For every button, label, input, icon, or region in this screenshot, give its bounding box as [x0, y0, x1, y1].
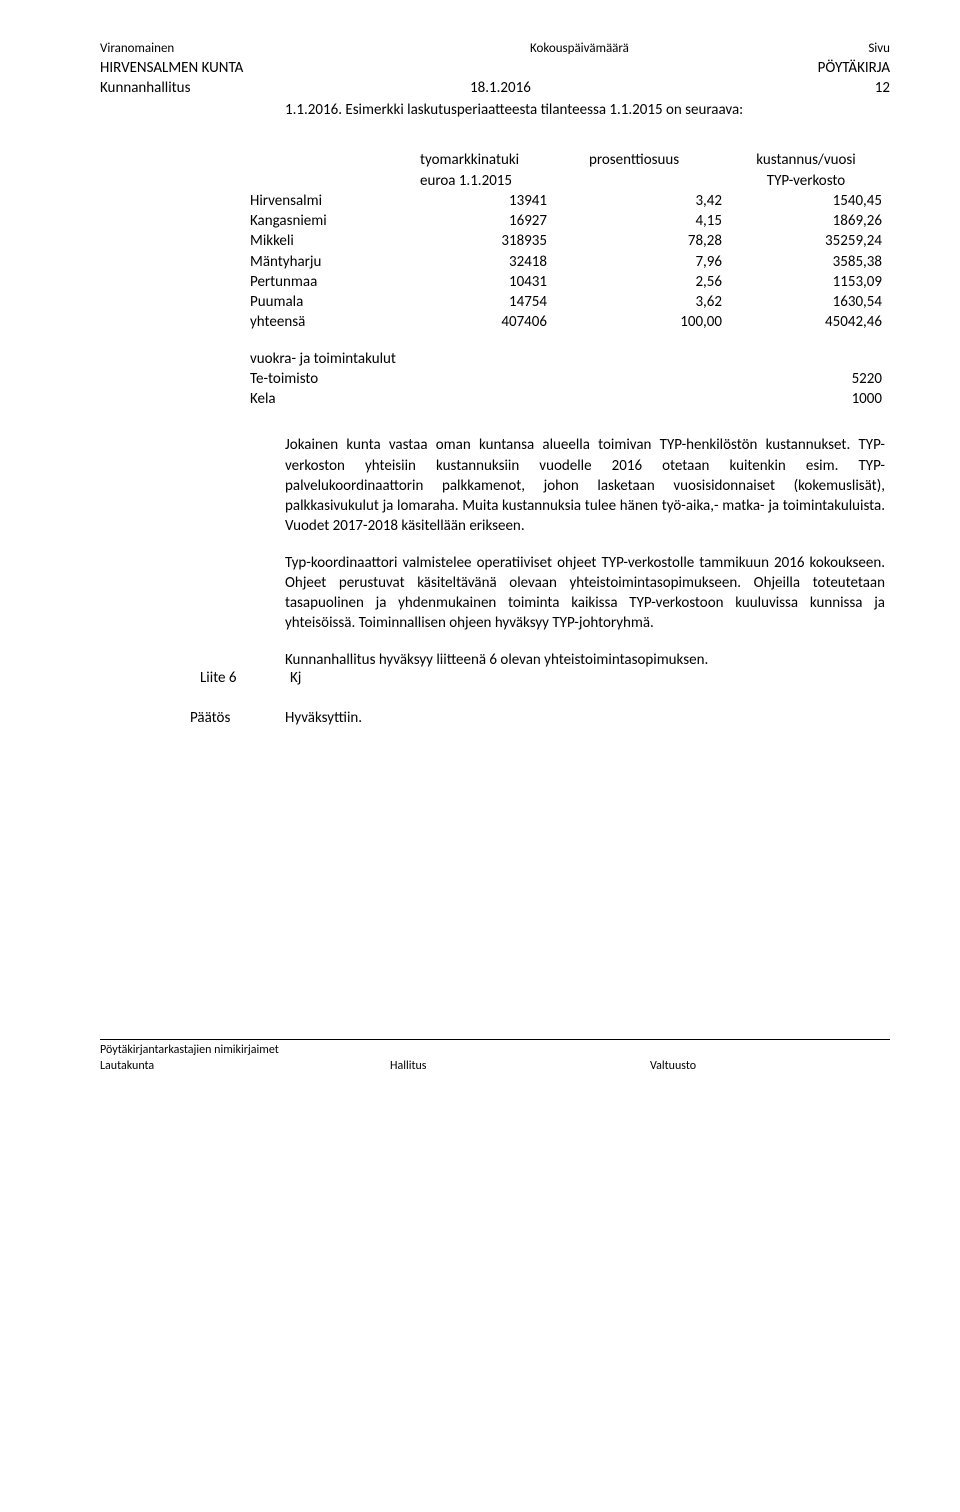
row-label: Hirvensalmi [250, 191, 400, 211]
doc-type: PÖYTÄKIRJA [818, 58, 890, 78]
row-label: yhteensä [250, 312, 400, 332]
table2-label: Kela [250, 389, 730, 409]
row-label: Pertunmaa [250, 272, 400, 292]
table-row: Kangasniemi 16927 4,15 1869,26 [250, 211, 890, 231]
col-header-tyomarkkinatuki: tyomarkkinatuki [400, 150, 565, 170]
footer-c: Valtuusto [650, 1058, 890, 1074]
row-val3: 35259,24 [730, 231, 890, 251]
row-val2: 100,00 [565, 312, 730, 332]
body-paragraph-1: Jokainen kunta vastaa oman kuntansa alue… [285, 435, 885, 536]
row-label: Kangasniemi [250, 211, 400, 231]
table-row: Pertunmaa 10431 2,56 1153,09 [250, 272, 890, 292]
row-val1: 13941 [400, 191, 565, 211]
row-val1: 16927 [400, 211, 565, 231]
table2-row: Te-toimisto 5220 [250, 369, 890, 389]
row-val2: 2,56 [565, 272, 730, 292]
row-val3: 1630,54 [730, 292, 890, 312]
authority-label: Viranomainen [100, 40, 390, 58]
header-title-row: HIRVENSALMEN KUNTA PÖYTÄKIRJA [100, 58, 890, 78]
row-val2: 3,42 [565, 191, 730, 211]
meeting-date-label: Kokouspäivämäärä [390, 40, 820, 58]
intro-paragraph: 1.1.2016. Esimerkki laskutusperiaatteest… [285, 100, 890, 120]
cost-table: tyomarkkinatuki prosenttiosuus kustannus… [250, 150, 890, 332]
footer-line1: Pöytäkirjantarkastajien nimikirjaimet [100, 1042, 890, 1058]
row-val3: 1540,45 [730, 191, 890, 211]
meeting-date: 18.1.2016 [470, 78, 670, 98]
row-val1: 32418 [400, 252, 565, 272]
row-val3: 1153,09 [730, 272, 890, 292]
row-label: Mikkeli [250, 231, 400, 251]
row-val2: 78,28 [565, 231, 730, 251]
row-label: Puumala [250, 292, 400, 312]
table-header-row-1: tyomarkkinatuki prosenttiosuus kustannus… [250, 150, 890, 170]
table2-row: Kela 1000 [250, 389, 890, 409]
table-row-total: yhteensä 407406 100,00 45042,46 [250, 312, 890, 332]
table2-label: Te-toimisto [250, 369, 730, 389]
body-name: Kunnanhallitus [100, 78, 470, 98]
table-row: Hirvensalmi 13941 3,42 1540,45 [250, 191, 890, 211]
kj-label: Kj [290, 668, 301, 688]
intro-text: 1.1.2016. Esimerkki laskutusperiaatteest… [285, 100, 890, 120]
table2-title-row: vuokra- ja toimintakulut [250, 349, 890, 369]
col-header-kustannus-b: TYP-verkosto [730, 171, 890, 191]
col-header-prosentti: prosenttiosuus [565, 150, 730, 170]
row-val2: 3,62 [565, 292, 730, 312]
row-val2: 4,15 [565, 211, 730, 231]
table2-title: vuokra- ja toimintakulut [250, 349, 730, 369]
liite-label: Liite 6 [200, 668, 237, 688]
table2-val: 5220 [730, 369, 890, 389]
row-val1: 407406 [400, 312, 565, 332]
row-val3: 45042,46 [730, 312, 890, 332]
row-val3: 1869,26 [730, 211, 890, 231]
table-row: Mikkeli 318935 78,28 35259,24 [250, 231, 890, 251]
table2-val: 1000 [730, 389, 890, 409]
row-label: Mäntyharju [250, 252, 400, 272]
row-val1: 318935 [400, 231, 565, 251]
decision-row: Päätös Hyväksyttiin. [190, 708, 890, 728]
footer: Pöytäkirjantarkastajien nimikirjaimet La… [100, 1039, 890, 1074]
header-body-row: Kunnanhallitus 18.1.2016 12 [100, 78, 890, 98]
table-row: Mäntyharju 32418 7,96 3585,38 [250, 252, 890, 272]
row-val1: 14754 [400, 292, 565, 312]
footer-row: Lautakunta Hallitus Valtuusto [100, 1058, 890, 1074]
municipality: HIRVENSALMEN KUNTA [100, 58, 243, 78]
header-meta-row: Viranomainen Kokouspäivämäärä Sivu [100, 40, 890, 58]
decision-label: Päätös [190, 708, 285, 728]
footer-b: Hallitus [390, 1058, 650, 1074]
row-val1: 10431 [400, 272, 565, 292]
page-number: 12 [670, 78, 890, 98]
row-val2: 7,96 [565, 252, 730, 272]
cost-table-2: vuokra- ja toimintakulut Te-toimisto 522… [250, 349, 890, 410]
body-paragraph-3: Kunnanhallitus hyväksyy liitteenä 6 olev… [285, 650, 885, 670]
footer-a: Lautakunta [100, 1058, 390, 1074]
row-val3: 3585,38 [730, 252, 890, 272]
body-text: Jokainen kunta vastaa oman kuntansa alue… [285, 435, 885, 633]
table-row: Puumala 14754 3,62 1630,54 [250, 292, 890, 312]
decision-text: Hyväksyttiin. [285, 708, 362, 728]
table-header-row-2: euroa 1.1.2015 TYP-verkosto [250, 171, 890, 191]
col-header-kustannus-a: kustannus/vuosi [730, 150, 890, 170]
body-paragraph-2: Typ-koordinaattori valmistelee operatiiv… [285, 553, 885, 634]
page-label: Sivu [820, 40, 890, 58]
col-header-euroa: euroa 1.1.2015 [400, 171, 565, 191]
